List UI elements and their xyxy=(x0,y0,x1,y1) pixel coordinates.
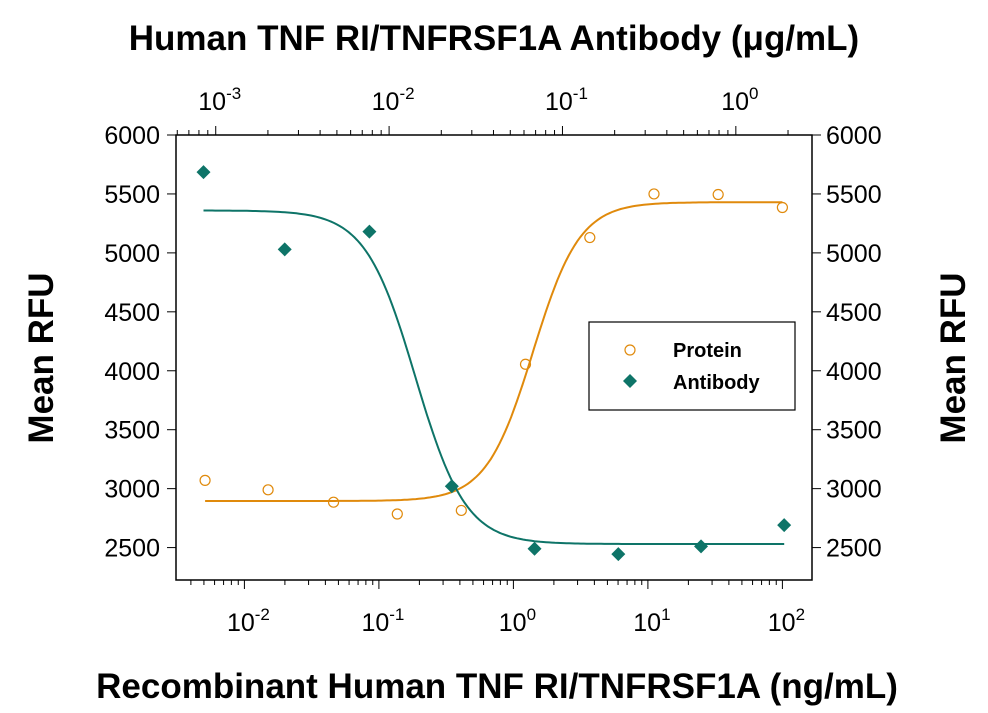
legend-marker-protein xyxy=(624,344,636,356)
fit-curve-protein xyxy=(205,201,783,502)
legend-label-protein: Protein xyxy=(673,340,742,362)
y-axis-label-right: Mean RFU xyxy=(934,272,973,443)
data-point-protein xyxy=(455,504,467,517)
fit-curve-antibody xyxy=(203,209,785,545)
legend: Protein Antibody xyxy=(588,321,796,411)
data-point-protein xyxy=(519,358,532,370)
x2-tick-label: 10-1 xyxy=(545,84,588,116)
data-point-antibody xyxy=(277,242,292,257)
y-tick-label: 2500 xyxy=(104,535,160,563)
x2-tick-label: 10-2 xyxy=(372,84,415,116)
y-tick-label: 3500 xyxy=(104,417,160,445)
data-point-antibody xyxy=(196,165,211,180)
x-axis-label: Recombinant Human TNF RI/TNFRSF1A (ng/mL… xyxy=(96,667,898,706)
x-tick-label: 102 xyxy=(768,605,805,637)
y-right-tick-label: 2500 xyxy=(826,535,882,563)
data-point-protein xyxy=(712,188,724,201)
y-axis-label: Mean RFU xyxy=(22,272,61,443)
y-right-tick-label: 5500 xyxy=(826,181,882,209)
data-point-protein xyxy=(262,484,274,496)
data-point-antibody xyxy=(611,547,626,562)
data-point-antibody xyxy=(694,539,709,554)
data-point-protein xyxy=(327,496,340,508)
x-tick-label: 10-1 xyxy=(361,605,404,637)
y-right-tick-label: 3000 xyxy=(826,476,882,504)
data-point-protein xyxy=(648,188,660,200)
legend-marker-antibody xyxy=(623,374,637,388)
data-point-protein xyxy=(391,508,403,520)
plot-area xyxy=(175,134,813,581)
data-point-protein xyxy=(584,231,596,244)
chart-title: Human TNF RI/TNFRSF1A Antibody (μg/mL) xyxy=(129,19,859,58)
data-point-antibody xyxy=(362,224,377,239)
legend-label-antibody: Antibody xyxy=(673,372,761,394)
y-tick-label: 5000 xyxy=(104,240,160,268)
y-tick-label: 4000 xyxy=(104,358,160,386)
x-tick-label: 10-2 xyxy=(227,605,270,637)
y-tick-label: 3000 xyxy=(104,476,160,504)
x-tick-label: 101 xyxy=(633,605,670,637)
x-tick-label: 100 xyxy=(499,605,536,637)
y-right-tick-label: 5000 xyxy=(826,240,882,268)
data-point-protein xyxy=(776,201,788,214)
y-tick-label: 5500 xyxy=(104,181,160,209)
y-right-tick-label: 4500 xyxy=(826,299,882,327)
y-tick-label: 4500 xyxy=(104,299,160,327)
y-right-tick-label: 3500 xyxy=(826,417,882,445)
x2-tick-label: 100 xyxy=(721,84,758,116)
data-point-antibody xyxy=(527,541,542,556)
legend-box xyxy=(588,321,796,411)
y-right-tick-label: 4000 xyxy=(826,358,882,386)
y-tick-label: 6000 xyxy=(104,122,160,150)
x2-tick-label: 10-3 xyxy=(198,84,241,116)
y-right-tick-label: 6000 xyxy=(826,122,882,150)
data-point-antibody xyxy=(777,518,792,533)
data-point-protein xyxy=(199,474,211,486)
data-point-antibody xyxy=(444,479,459,494)
